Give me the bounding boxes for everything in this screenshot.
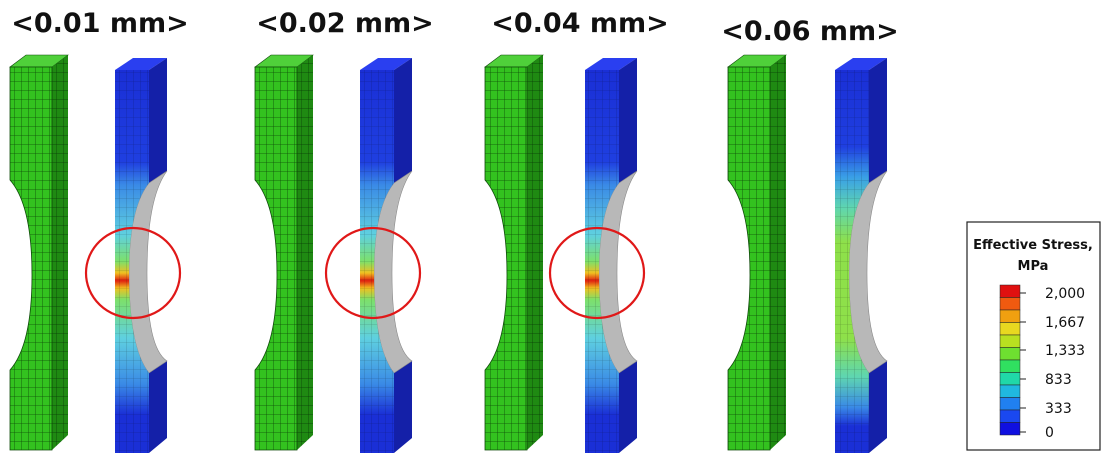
figure: <0.01 mm> <0.02 mm> <0.04 mm> <0.06 mm> Eff…: [0, 0, 1110, 462]
panel-titles: <0.01 mm> <0.02 mm> <0.04 mm> <0.06 mm>: [11, 8, 899, 47]
legend-label: 0: [1045, 425, 1054, 441]
page: <0.01 mm> <0.02 mm> <0.04 mm> <0.06 mm> Eff…: [0, 0, 1110, 462]
stress-side: [149, 58, 167, 183]
legend-label: 1,333: [1045, 343, 1085, 359]
panel-title: <0.02 mm>: [256, 8, 434, 39]
color-band: [1000, 310, 1020, 323]
stress-side: [394, 58, 412, 183]
specimens: [10, 55, 887, 453]
panel-title: <0.06 mm>: [721, 16, 899, 47]
mesh-side: [770, 55, 786, 450]
panel-title: <0.04 mm>: [491, 8, 669, 39]
mesh-front: [255, 67, 297, 450]
stress-side: [149, 361, 167, 453]
mesh-side: [52, 55, 68, 450]
color-band: [1000, 285, 1020, 298]
legend-title: Effective Stress,: [973, 238, 1093, 253]
color-bar: [1000, 285, 1020, 435]
mesh-front: [10, 67, 52, 450]
stress-side: [869, 361, 887, 453]
stress-side: [869, 58, 887, 183]
color-band: [1000, 385, 1020, 398]
legend-label: 2,000: [1045, 286, 1085, 302]
stress-side: [619, 58, 637, 183]
legend-box: [967, 222, 1100, 450]
color-band: [1000, 373, 1020, 386]
color-band: [1000, 323, 1020, 336]
stress-side: [394, 361, 412, 453]
color-band: [1000, 410, 1020, 423]
specimen-pair: [255, 55, 420, 453]
color-band: [1000, 398, 1020, 411]
color-band: [1000, 298, 1020, 311]
color-band: [1000, 423, 1020, 436]
specimen-pair: [10, 55, 180, 453]
stress-side: [619, 361, 637, 453]
mesh-front: [728, 67, 770, 450]
legend: Effective Stress, MPa 2,000 1,667 1,333 833…: [967, 222, 1100, 450]
legend-label: 333: [1045, 401, 1072, 417]
mesh-front: [485, 67, 527, 450]
specimen-pair: [728, 55, 887, 453]
legend-label: 1,667: [1045, 315, 1085, 331]
legend-label: 833: [1045, 372, 1072, 388]
panel-title: <0.01 mm>: [11, 8, 189, 39]
legend-title: MPa: [1018, 259, 1049, 274]
color-band: [1000, 348, 1020, 361]
mesh-side: [527, 55, 543, 450]
specimen-pair: [485, 55, 644, 453]
color-band: [1000, 360, 1020, 373]
mesh-side: [297, 55, 313, 450]
color-band: [1000, 335, 1020, 348]
